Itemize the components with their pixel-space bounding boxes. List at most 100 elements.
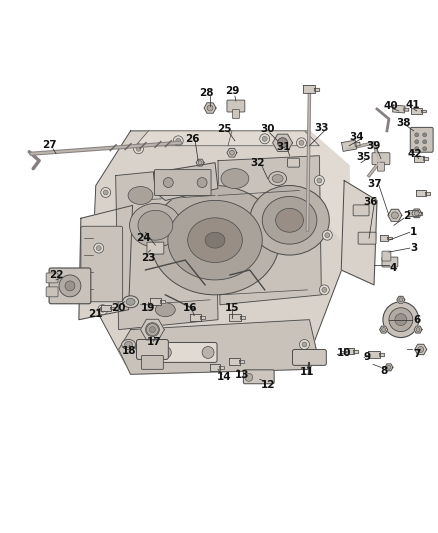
Polygon shape (150, 298, 161, 305)
Ellipse shape (122, 340, 135, 350)
Text: 41: 41 (406, 100, 420, 110)
FancyBboxPatch shape (137, 340, 168, 359)
Text: 28: 28 (199, 88, 213, 98)
Circle shape (299, 140, 304, 146)
Polygon shape (355, 142, 360, 147)
Circle shape (278, 138, 288, 148)
FancyBboxPatch shape (159, 343, 217, 362)
Ellipse shape (138, 211, 173, 240)
FancyBboxPatch shape (46, 287, 58, 297)
Ellipse shape (124, 342, 133, 348)
Polygon shape (210, 364, 220, 371)
Circle shape (230, 150, 234, 155)
Text: 25: 25 (217, 124, 231, 134)
Polygon shape (200, 316, 205, 319)
Polygon shape (380, 326, 388, 333)
Text: 40: 40 (384, 101, 398, 111)
Circle shape (59, 275, 81, 297)
Polygon shape (408, 211, 418, 216)
Ellipse shape (128, 187, 153, 204)
Circle shape (262, 136, 267, 141)
FancyBboxPatch shape (382, 257, 398, 267)
Circle shape (319, 285, 329, 295)
Circle shape (414, 211, 419, 216)
Text: 21: 21 (88, 309, 103, 319)
Text: 27: 27 (42, 140, 57, 150)
FancyBboxPatch shape (141, 356, 163, 369)
Polygon shape (411, 108, 422, 115)
Ellipse shape (126, 298, 135, 305)
Circle shape (145, 322, 159, 336)
FancyBboxPatch shape (372, 153, 390, 165)
Circle shape (245, 373, 253, 381)
Polygon shape (416, 190, 426, 197)
Text: 14: 14 (217, 372, 231, 382)
Text: 9: 9 (364, 352, 371, 362)
Circle shape (423, 147, 427, 151)
FancyBboxPatch shape (288, 158, 300, 167)
Polygon shape (379, 353, 384, 356)
Polygon shape (204, 103, 216, 113)
Circle shape (416, 328, 420, 332)
FancyBboxPatch shape (155, 169, 211, 196)
Circle shape (207, 105, 213, 111)
Polygon shape (110, 306, 115, 309)
Polygon shape (196, 159, 204, 166)
Circle shape (96, 246, 101, 251)
Text: 32: 32 (251, 158, 265, 168)
Circle shape (198, 160, 202, 165)
Circle shape (135, 343, 145, 352)
Polygon shape (387, 237, 392, 239)
Circle shape (297, 138, 307, 148)
Polygon shape (141, 319, 164, 340)
Polygon shape (397, 296, 405, 303)
Polygon shape (380, 235, 388, 241)
Polygon shape (353, 350, 358, 353)
Polygon shape (119, 320, 318, 374)
Circle shape (103, 190, 108, 195)
Polygon shape (415, 344, 427, 354)
Ellipse shape (250, 185, 329, 255)
Circle shape (302, 342, 307, 347)
Circle shape (389, 308, 413, 332)
Polygon shape (423, 157, 427, 160)
Polygon shape (344, 349, 354, 354)
Text: 1: 1 (410, 227, 417, 237)
Ellipse shape (168, 200, 262, 280)
Circle shape (415, 147, 419, 151)
Circle shape (278, 138, 288, 148)
Polygon shape (412, 209, 422, 217)
Polygon shape (240, 360, 244, 363)
FancyBboxPatch shape (410, 127, 433, 152)
Ellipse shape (123, 296, 138, 308)
FancyBboxPatch shape (244, 370, 274, 384)
Circle shape (146, 324, 159, 336)
Circle shape (136, 146, 141, 151)
Circle shape (65, 281, 75, 291)
Circle shape (392, 212, 398, 219)
Text: 2: 2 (403, 211, 410, 221)
Circle shape (163, 177, 173, 188)
Circle shape (149, 327, 155, 333)
Circle shape (173, 136, 183, 146)
Text: 11: 11 (300, 367, 314, 377)
Circle shape (423, 140, 427, 144)
Circle shape (395, 314, 407, 326)
Circle shape (325, 233, 330, 238)
Circle shape (381, 328, 385, 332)
Text: 22: 22 (49, 270, 63, 280)
Circle shape (101, 188, 111, 197)
Text: 4: 4 (389, 263, 396, 273)
Text: 10: 10 (337, 349, 351, 359)
Ellipse shape (272, 175, 283, 182)
Text: 23: 23 (141, 253, 155, 263)
Circle shape (418, 346, 424, 352)
Polygon shape (309, 131, 349, 250)
Ellipse shape (205, 232, 225, 248)
Text: 8: 8 (380, 366, 388, 376)
Polygon shape (342, 140, 357, 151)
Polygon shape (414, 156, 424, 161)
Ellipse shape (221, 168, 249, 189)
Circle shape (260, 134, 270, 144)
Text: 39: 39 (366, 141, 380, 151)
